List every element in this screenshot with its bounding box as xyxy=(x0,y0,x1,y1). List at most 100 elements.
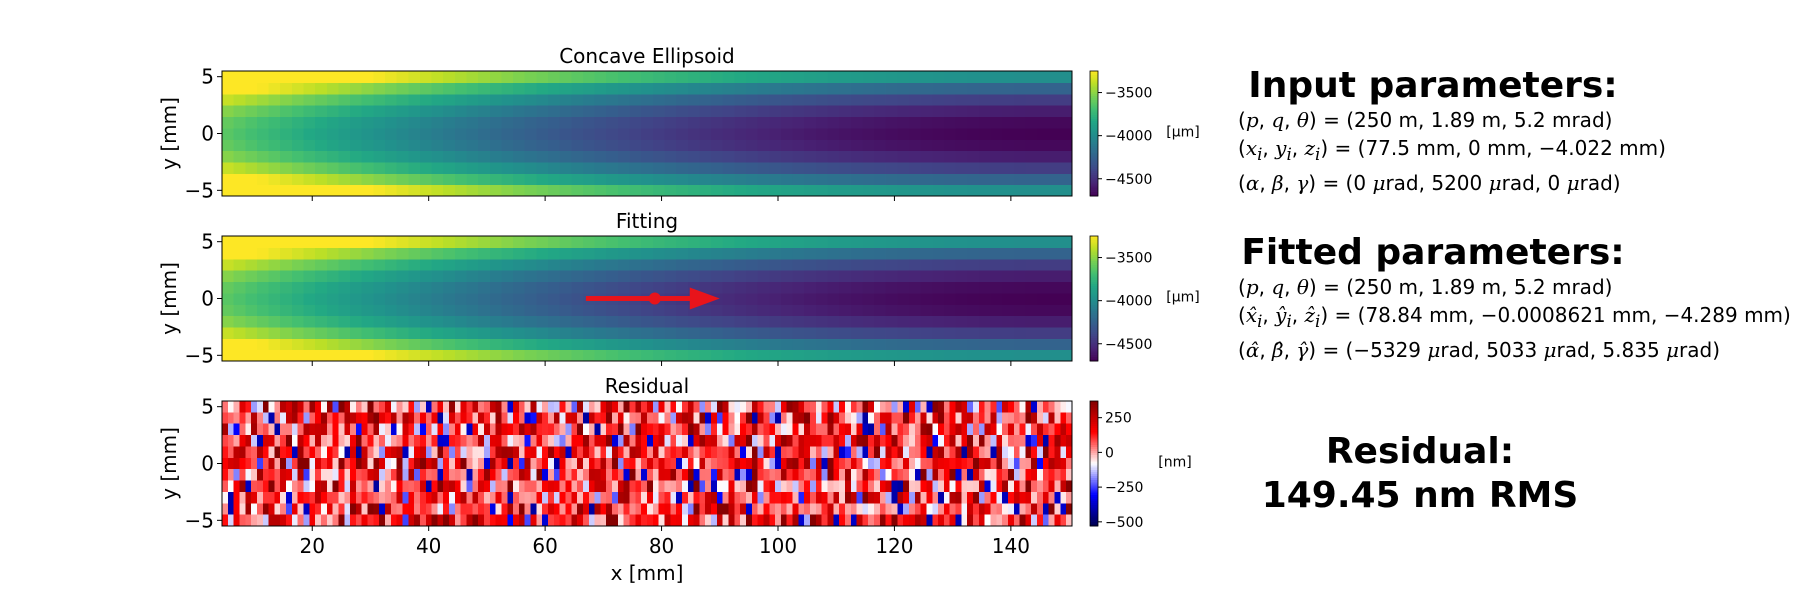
heatmap-cell xyxy=(804,236,817,248)
heatmap-cell xyxy=(443,116,456,129)
heatmap-cell xyxy=(548,480,555,493)
heatmap-cell xyxy=(536,82,549,95)
heatmap-cell xyxy=(827,105,840,118)
heatmap-cell xyxy=(396,423,404,436)
heatmap-cell xyxy=(699,82,712,95)
heatmap-cell xyxy=(489,435,497,448)
heatmap-cell xyxy=(582,435,590,448)
heatmap-cell xyxy=(443,71,456,83)
heatmap-cell xyxy=(594,435,602,448)
heatmap-cell xyxy=(932,503,939,516)
heatmap-cell xyxy=(367,435,374,448)
heatmap-cell xyxy=(460,457,468,470)
heatmap-cell xyxy=(757,423,765,436)
heatmap-cell xyxy=(385,247,398,260)
heatmap-cell xyxy=(745,258,759,271)
heatmap-cell xyxy=(256,236,270,248)
heatmap-cell xyxy=(722,326,735,339)
heatmap-cell xyxy=(268,326,281,339)
heatmap-cell xyxy=(967,184,980,197)
heatmap-cell xyxy=(833,423,840,436)
heatmap-cell xyxy=(373,281,386,294)
heatmap-cell xyxy=(245,514,252,527)
heatmap-cell xyxy=(839,446,846,459)
colorbar-segment xyxy=(1090,160,1098,164)
heatmap-cell xyxy=(728,491,735,504)
heatmap-cell xyxy=(385,349,398,362)
heatmap-cell xyxy=(536,292,549,305)
heatmap-cell xyxy=(740,412,747,425)
heatmap-cell xyxy=(1031,412,1038,425)
heatmap-cell xyxy=(256,491,264,504)
heatmap-cell xyxy=(903,514,910,527)
heatmap-cell xyxy=(908,503,916,516)
heatmap-cell xyxy=(513,71,526,83)
heatmap-cell xyxy=(1060,82,1073,95)
heatmap-cell xyxy=(443,480,450,493)
heatmap-cell xyxy=(489,446,497,459)
heatmap-cell xyxy=(251,401,258,413)
heatmap-cell xyxy=(647,423,654,436)
heatmap-cell xyxy=(373,82,386,95)
colorbar-segment xyxy=(1090,275,1098,279)
heatmap-cell xyxy=(647,435,654,448)
heatmap-cell xyxy=(379,423,386,436)
heatmap-cell xyxy=(548,236,561,248)
heatmap-cell xyxy=(222,116,235,129)
heatmap-cell xyxy=(385,304,398,317)
heatmap-cell xyxy=(571,270,584,283)
heatmap-cell xyxy=(419,412,427,425)
heatmap-cell xyxy=(734,423,741,436)
heatmap-cell xyxy=(926,435,933,448)
heatmap-cell xyxy=(414,435,421,448)
heatmap-cell xyxy=(320,412,328,425)
heatmap-cell xyxy=(1013,281,1027,294)
heatmap-cell xyxy=(990,258,1003,271)
heatmap-cell xyxy=(815,71,829,83)
heatmap-cell xyxy=(495,412,503,425)
heatmap-cell xyxy=(303,304,316,317)
heatmap-cell xyxy=(606,270,619,283)
heatmap-cell xyxy=(280,281,293,294)
colorbar-segment xyxy=(1090,340,1098,343)
colorbar-segment xyxy=(1090,294,1098,298)
heatmap-cell xyxy=(897,315,910,328)
heatmap-cell xyxy=(850,247,864,260)
heatmap-cell xyxy=(350,412,357,425)
heatmap-cell xyxy=(361,514,369,527)
heatmap-cell xyxy=(623,446,631,459)
heatmap-cell xyxy=(891,457,898,470)
heatmap-cell xyxy=(850,258,864,271)
heatmap-cell xyxy=(582,150,596,163)
heatmap-cell xyxy=(326,281,340,294)
heatmap-cell xyxy=(850,116,864,129)
heatmap-cell xyxy=(478,139,491,152)
heatmap-cell xyxy=(227,469,235,482)
heatmap-cell xyxy=(501,315,514,328)
heatmap-cell xyxy=(792,71,805,83)
heatmap-cell xyxy=(711,184,724,197)
heatmap-cell xyxy=(1037,435,1044,448)
heatmap-cell xyxy=(780,338,794,351)
heatmap-cell xyxy=(874,93,887,106)
heatmap-cell xyxy=(617,315,631,328)
colorbar-segment xyxy=(1090,451,1098,454)
heatmap-cell xyxy=(652,326,666,339)
heatmap-cell xyxy=(815,127,829,140)
heatmap-cell xyxy=(943,469,951,482)
heatmap-cell xyxy=(908,469,916,482)
heatmap-cell xyxy=(874,503,881,516)
heatmap-cell xyxy=(548,349,561,362)
heatmap-cell xyxy=(425,457,433,470)
heatmap-cell xyxy=(874,173,887,186)
heatmap-cell xyxy=(1060,247,1073,260)
heatmap-cell xyxy=(256,304,270,317)
heatmap-cell xyxy=(722,270,735,283)
heatmap-cell xyxy=(821,514,829,527)
heatmap-cell xyxy=(874,281,887,294)
heatmap-cell xyxy=(449,469,456,482)
heatmap-cell xyxy=(920,401,928,413)
heatmap-cell xyxy=(903,491,910,504)
heatmap-cell xyxy=(984,423,992,436)
heatmap-cell xyxy=(641,338,654,351)
